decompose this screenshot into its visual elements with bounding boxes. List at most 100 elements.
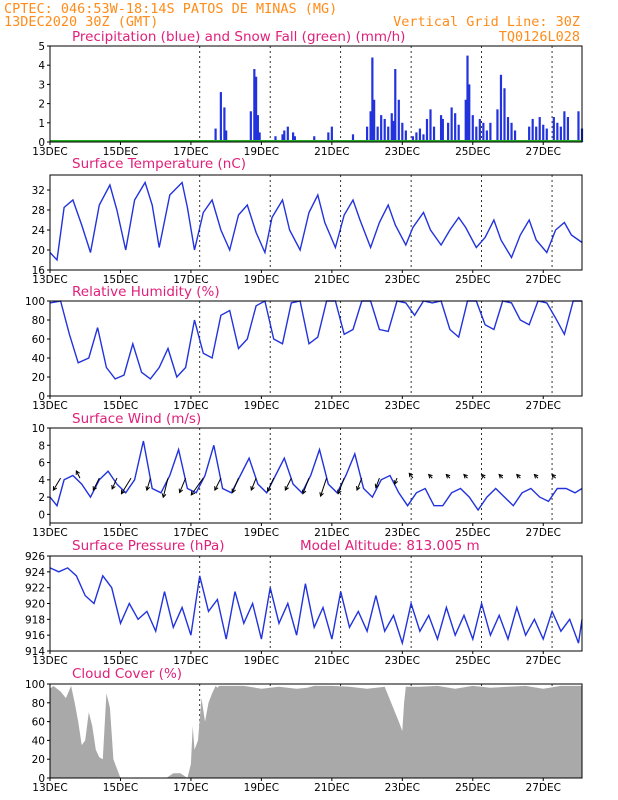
x-tick-label: 23DEC	[385, 527, 420, 539]
precip-bar	[482, 122, 485, 142]
precip-bar	[387, 126, 390, 142]
y-tick-label: 1	[38, 118, 45, 130]
y-tick-label: 920	[25, 599, 45, 611]
wind-arrow-head	[356, 486, 361, 492]
precip-bar	[291, 132, 295, 142]
x-tick-label: 17DEC	[173, 400, 208, 412]
x-tick-label: 19DEC	[244, 527, 279, 539]
precip-bar	[390, 113, 393, 142]
precip-bar	[330, 126, 333, 142]
wind-arrow	[52, 477, 61, 491]
precip-bar	[274, 136, 277, 142]
x-tick-label: 15DEC	[103, 274, 138, 286]
precip-bar	[373, 99, 376, 142]
x-tick-label: 15DEC	[103, 146, 138, 158]
y-tick-label: 60	[32, 717, 45, 729]
precip-bar	[369, 111, 372, 142]
wind-arrow-head	[190, 490, 196, 496]
header-date: 13DEC2020 30Z (GMT)	[4, 14, 158, 30]
precip-bar	[283, 130, 286, 142]
precip-bar	[214, 128, 217, 142]
y-tick-label: 0	[38, 391, 45, 403]
precip-bar	[496, 109, 499, 142]
precip-bar	[563, 111, 566, 142]
y-tick-label: 4	[38, 60, 45, 72]
precip-bar	[256, 115, 259, 142]
precip-bar	[535, 126, 538, 142]
panel-wind: 0 2 4 6 8 10 13DEC 15DEC 17DEC 19DEC 21DEC 23DEC 25D…	[32, 411, 583, 539]
precip-bar	[552, 117, 555, 142]
wind-arrow	[356, 477, 363, 491]
wind-arrow-head	[231, 488, 236, 494]
precip-bar	[383, 118, 386, 142]
precip-bar	[432, 126, 436, 142]
precip-bar	[528, 126, 531, 142]
y-tick-label: 28	[32, 205, 45, 217]
wind-arrow	[302, 477, 310, 494]
y-tick-label: 100	[25, 679, 45, 691]
x-tick-label: 21DEC	[314, 274, 349, 286]
x-tick-label: 27DEC	[526, 274, 561, 286]
y-tick-label: 20	[32, 372, 45, 384]
precip-bar	[418, 128, 422, 142]
wind-arrow-head	[120, 489, 126, 495]
x-tick-label: 19DEC	[244, 782, 279, 794]
x-tick-label: 19DEC	[244, 274, 279, 286]
precip-bar	[559, 126, 562, 142]
wind-arrow	[267, 477, 275, 492]
panel-title: Surface Wind (m/s)	[72, 411, 201, 427]
precip-bar	[499, 74, 503, 142]
y-tick-label: 80	[32, 315, 45, 327]
cloud-cover-area	[50, 685, 582, 778]
x-tick-label: 15DEC	[103, 400, 138, 412]
precip-bar	[475, 126, 478, 142]
x-tick-label: 27DEC	[526, 146, 561, 158]
y-tick-label: 0	[38, 773, 45, 785]
x-tick-label: 21DEC	[314, 527, 349, 539]
y-tick-label: 922	[25, 583, 45, 595]
x-tick-label: 13DEC	[32, 274, 67, 286]
x-tick-label: 21DEC	[314, 655, 349, 667]
precip-bar	[466, 55, 469, 142]
x-tick-label: 27DEC	[526, 655, 561, 667]
x-tick-label: 17DEC	[173, 655, 208, 667]
precip-bar	[447, 122, 450, 142]
wind-arrow-head	[214, 486, 219, 492]
x-tick-label: 19DEC	[244, 400, 279, 412]
x-tick-label: 19DEC	[244, 146, 279, 158]
precip-bar	[468, 84, 471, 142]
wind-arrow-head	[111, 484, 116, 490]
y-tick-label: 100	[25, 296, 45, 308]
wind-arrow-head	[551, 473, 556, 479]
header-grid-note: Vertical Grid Line: 30Z	[393, 14, 580, 30]
precip-bar	[365, 126, 369, 142]
y-tick-label: 6	[38, 458, 45, 470]
panel-frame	[49, 300, 583, 397]
panel-rh: 0 20 40 60 80 100 13DEC 15DEC 17DEC 19DEC 21DEC 23D…	[25, 284, 583, 412]
x-tick-label: 23DEC	[385, 782, 420, 794]
panel-title: Cloud Cover (%)	[72, 666, 182, 682]
precip-bar	[489, 122, 492, 142]
precip-bar	[471, 115, 474, 142]
precip-bar	[450, 107, 453, 142]
x-tick-label: 21DEC	[314, 782, 349, 794]
x-tick-label: 13DEC	[32, 146, 67, 158]
y-tick-label: 4	[38, 475, 45, 487]
precip-bar	[411, 136, 414, 142]
y-tick-label: 914	[25, 646, 45, 658]
rh-line	[49, 299, 582, 380]
x-tick-label: 25DEC	[455, 274, 490, 286]
precip-bar	[425, 118, 429, 142]
y-tick-label: 0	[38, 137, 45, 149]
y-tick-label: 5	[38, 41, 45, 53]
precip-bar	[513, 130, 517, 142]
wind-arrow-head	[266, 487, 272, 493]
panel-cloud: 0 20 40 60 80 100 13DEC 15DEC 17DEC 19DEC 21DEC 23D…	[25, 666, 583, 794]
precip-bar	[404, 130, 407, 142]
wind-arrow-head	[301, 489, 307, 495]
panel-frame	[49, 45, 583, 143]
panel-title: Precipitation (blue) and Snow Fall (gree…	[72, 29, 405, 45]
header-line1: CPTEC: 046:53W-18:14S PATOS DE MINAS (MG…	[4, 1, 337, 17]
header-code: TQ0126L028	[499, 29, 580, 45]
